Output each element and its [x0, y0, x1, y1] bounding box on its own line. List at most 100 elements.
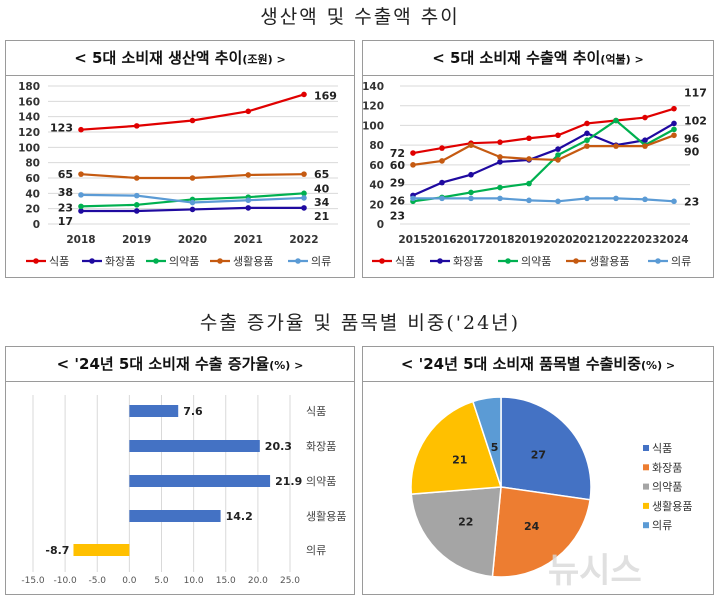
data-label: 123 [50, 122, 73, 135]
data-point [78, 126, 84, 133]
data-point [439, 179, 445, 186]
x-tick-label: 2021 [234, 234, 263, 246]
bar-value-label: 14.2 [226, 510, 253, 523]
x-tick-label: 2022 [601, 234, 630, 246]
data-point [555, 157, 561, 163]
data-point [301, 91, 307, 98]
series-line-0 [80, 93, 305, 131]
x-tick-label: -5.0 [88, 576, 106, 586]
data-label: 23 [390, 209, 405, 222]
data-point [410, 162, 416, 168]
data-point [642, 114, 648, 121]
legend-swatch [643, 522, 649, 529]
panel-title: < '24년 5대 소비재 품목별 수출비중(%) > [363, 347, 713, 382]
legend-marker [505, 258, 511, 264]
chart-unit: (억불) > [600, 53, 644, 66]
data-label: 17 [58, 215, 73, 228]
slice-label: 5 [491, 441, 499, 454]
data-point [78, 203, 84, 210]
x-tick-label: 2015 [398, 234, 427, 246]
data-label: 21 [314, 210, 329, 223]
data-point [584, 137, 590, 144]
category-label: 식품 [306, 405, 326, 418]
series-line-3 [412, 134, 675, 166]
data-point [245, 108, 252, 115]
legend-swatch [643, 483, 649, 490]
legend-label: 의약품 [521, 254, 551, 268]
bar [129, 405, 179, 417]
slice-label: 21 [452, 454, 467, 467]
data-point [410, 150, 416, 156]
bar [129, 475, 271, 487]
data-label: 96 [684, 132, 700, 145]
bar-value-label: 21.9 [275, 475, 302, 488]
chart-unit: (%) > [269, 359, 304, 372]
panel-title: < '24년 5대 소비재 수출 증가율(%) > [6, 347, 354, 382]
legend-label: 의류 [671, 255, 691, 268]
x-tick-label: 20.0 [248, 576, 268, 586]
data-label: 65 [58, 168, 73, 181]
y-tick-label: 180 [18, 81, 40, 93]
x-tick-label: 2021 [572, 234, 601, 246]
x-tick-label: 2018 [485, 234, 514, 246]
data-label: 34 [314, 196, 330, 209]
data-point [189, 117, 196, 124]
x-tick-label: -10.0 [53, 576, 77, 586]
x-tick-label: -15.0 [21, 576, 45, 586]
data-point [497, 195, 503, 202]
x-tick-label: 2020 [543, 234, 572, 246]
data-point [78, 208, 84, 214]
data-point [301, 190, 307, 197]
pie-slice [410, 486, 502, 578]
bar [73, 544, 130, 556]
chart-unit: (조원) > [242, 53, 286, 66]
legend-label: 생활용품 [233, 254, 273, 268]
data-point [584, 195, 590, 202]
data-label: 169 [314, 89, 337, 102]
legend-label: 화장품 [453, 255, 483, 268]
y-tick-label: 40 [369, 180, 384, 192]
series-line-4 [413, 197, 675, 203]
data-point [245, 205, 252, 211]
y-tick-label: 140 [362, 81, 384, 93]
data-point [671, 198, 677, 205]
category-label: 의약품 [306, 474, 336, 488]
data-point [497, 154, 503, 160]
production-chart-panel: < 5대 소비재 생산액 추이(조원) > [5, 40, 355, 278]
data-point [133, 208, 140, 214]
category-label: 생활용품 [306, 509, 346, 523]
y-tick-label: 40 [25, 188, 40, 200]
data-point [78, 171, 84, 177]
data-label: 65 [314, 168, 329, 181]
x-tick-label: 25.0 [280, 576, 300, 586]
data-point [301, 205, 307, 211]
legend-marker [89, 258, 95, 264]
chart-title: < 5대 소비재 수출액 추이 [432, 49, 601, 67]
data-point [671, 126, 677, 133]
data-point [526, 197, 532, 204]
legend-marker [33, 258, 39, 264]
data-point [613, 195, 619, 202]
y-tick-label: 0 [33, 219, 40, 231]
bar-value-label: -8.7 [45, 544, 69, 557]
data-point [497, 184, 503, 191]
legend-marker [655, 258, 661, 264]
slice-label: 27 [531, 449, 546, 462]
panel-title: < 5대 소비재 수출액 추이(억불) > [363, 41, 713, 76]
data-point [642, 137, 648, 144]
legend-label: 의류 [652, 519, 672, 532]
legend-marker [437, 258, 443, 264]
y-tick-label: 60 [369, 160, 384, 172]
x-tick-label: 2019 [514, 234, 543, 246]
pie-slice [491, 486, 591, 578]
bar-value-label: 20.3 [265, 440, 292, 453]
data-point [439, 195, 445, 202]
x-tick-label: 2019 [122, 234, 151, 246]
legend-label: 식품 [652, 442, 672, 455]
data-point [189, 199, 196, 206]
data-label: 38 [58, 186, 73, 199]
y-tick-label: 80 [25, 158, 40, 170]
category-label: 화장품 [306, 440, 336, 453]
legend-swatch [643, 502, 649, 509]
